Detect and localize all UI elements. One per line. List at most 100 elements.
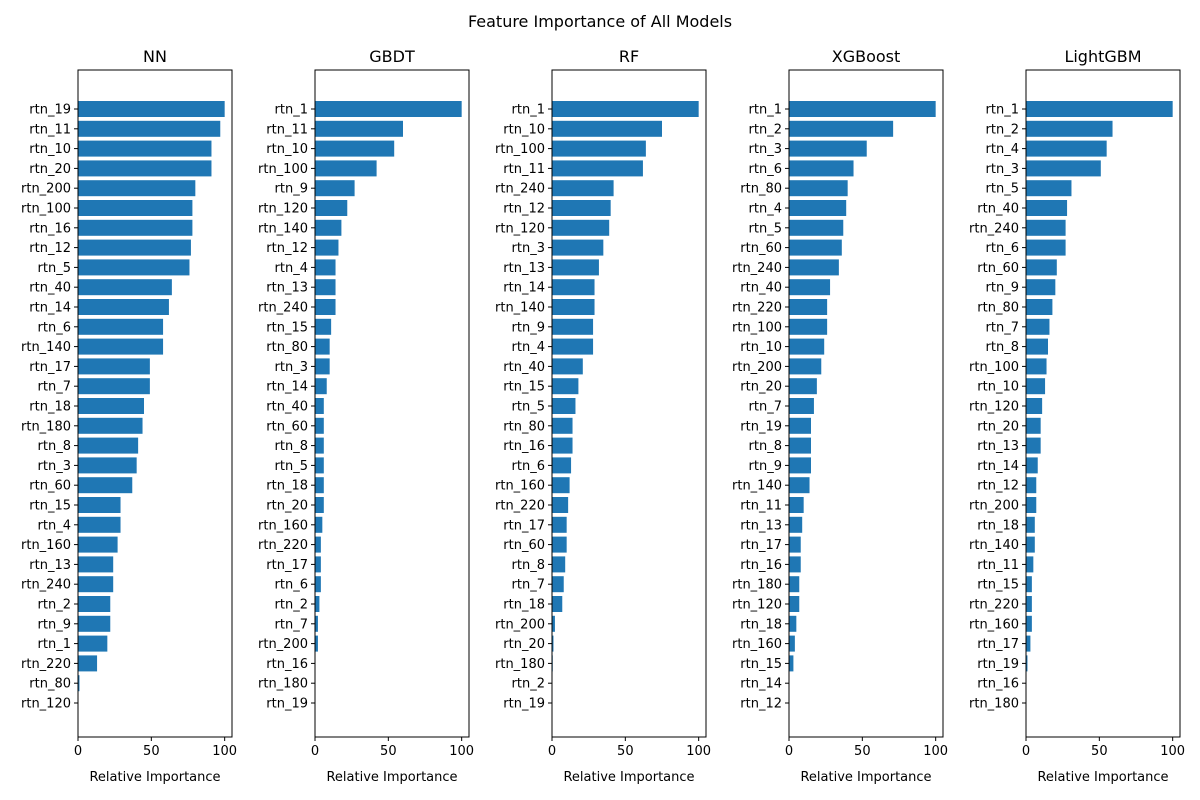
y-tick-label: rtn_19 <box>29 103 71 118</box>
y-tick-label: rtn_10 <box>503 122 545 137</box>
y-tick-label: rtn_13 <box>977 439 1019 454</box>
axes-frame <box>314 69 470 738</box>
y-tick-label: rtn_40 <box>977 202 1019 217</box>
bar <box>1026 635 1031 652</box>
bar <box>789 120 894 137</box>
bar <box>1026 299 1053 315</box>
bar <box>789 516 803 533</box>
bar <box>552 338 594 355</box>
y-tick-label: rtn_13 <box>29 558 71 573</box>
y-tick-label: rtn_10 <box>266 142 308 157</box>
y-tick-label: rtn_180 <box>258 677 308 692</box>
y-tick-label: rtn_4 <box>512 340 545 355</box>
y-tick-label: rtn_18 <box>266 479 308 494</box>
y-tick-label: rtn_7 <box>275 617 308 632</box>
y-tick-label: rtn_4 <box>38 518 71 533</box>
y-tick-label: rtn_80 <box>740 182 782 197</box>
panel-title: NN <box>143 47 167 66</box>
bar <box>789 160 854 177</box>
bar <box>552 378 579 395</box>
bar <box>78 299 169 315</box>
y-tick-label: rtn_8 <box>38 439 71 454</box>
y-tick-label: rtn_17 <box>977 637 1019 652</box>
y-tick-label: rtn_3 <box>986 162 1019 177</box>
bar <box>552 101 699 117</box>
bar <box>315 120 403 137</box>
y-tick-label: rtn_14 <box>29 301 71 316</box>
y-tick-label: rtn_1 <box>38 637 71 652</box>
y-tick-label: rtn_160 <box>258 518 308 533</box>
bar <box>552 259 599 276</box>
y-tick-label: rtn_6 <box>38 320 71 335</box>
y-tick-label: rtn_200 <box>21 182 71 197</box>
bar <box>315 398 324 414</box>
y-tick-label: rtn_60 <box>740 241 782 256</box>
bar <box>78 219 193 236</box>
y-tick-label: rtn_4 <box>986 142 1019 157</box>
bar <box>78 516 121 533</box>
y-tick-label: rtn_15 <box>977 578 1019 593</box>
y-tick-label: rtn_100 <box>732 320 782 335</box>
y-tick-label: rtn_160 <box>732 637 782 652</box>
x-tick-label: 0 <box>311 744 319 759</box>
y-tick-label: rtn_140 <box>969 538 1019 553</box>
y-tick-label: rtn_120 <box>21 697 71 712</box>
y-tick-label: rtn_20 <box>29 162 71 177</box>
bar <box>315 160 377 177</box>
bar <box>315 259 336 276</box>
y-tick-label: rtn_10 <box>977 380 1019 395</box>
bar <box>78 417 143 434</box>
bar <box>78 200 193 216</box>
bar <box>552 200 611 216</box>
bar <box>315 615 318 632</box>
y-tick-label: rtn_140 <box>21 340 71 355</box>
y-tick-label: rtn_120 <box>732 598 782 613</box>
y-tick-label: rtn_11 <box>977 558 1019 573</box>
bar <box>552 536 567 553</box>
y-tick-label: rtn_7 <box>986 320 1019 335</box>
bar <box>552 160 643 177</box>
bar <box>1026 655 1028 672</box>
y-tick-label: rtn_17 <box>503 518 545 533</box>
bar <box>789 497 804 513</box>
bar <box>1026 596 1032 612</box>
bar <box>1026 219 1066 236</box>
bar <box>315 536 321 553</box>
y-tick-label: rtn_140 <box>732 479 782 494</box>
bar <box>78 279 172 296</box>
bar <box>78 457 137 474</box>
y-tick-label: rtn_120 <box>258 202 308 217</box>
y-tick-label: rtn_16 <box>977 677 1019 692</box>
bar <box>315 497 324 513</box>
bar <box>552 219 610 236</box>
y-tick-label: rtn_3 <box>749 142 782 157</box>
bar <box>315 299 336 315</box>
bar <box>789 219 844 236</box>
y-tick-label: rtn_1 <box>749 103 782 118</box>
y-tick-label: rtn_8 <box>986 340 1019 355</box>
bar <box>78 101 225 117</box>
y-tick-label: rtn_4 <box>749 202 782 217</box>
bar <box>1026 516 1035 533</box>
y-tick-label: rtn_5 <box>275 459 308 474</box>
y-tick-label: rtn_220 <box>969 598 1019 613</box>
y-tick-label: rtn_240 <box>21 578 71 593</box>
y-tick-label: rtn_40 <box>503 360 545 375</box>
y-tick-label: rtn_16 <box>740 558 782 573</box>
y-tick-label: rtn_15 <box>266 320 308 335</box>
bar <box>552 635 554 652</box>
bar <box>78 338 164 355</box>
y-tick-label: rtn_6 <box>749 162 782 177</box>
y-tick-label: rtn_11 <box>503 162 545 177</box>
bar <box>789 457 811 474</box>
x-tick-label: 0 <box>74 744 82 759</box>
y-tick-label: rtn_15 <box>29 499 71 514</box>
y-tick-label: rtn_16 <box>266 657 308 672</box>
y-tick-label: rtn_13 <box>740 518 782 533</box>
bar <box>78 655 98 672</box>
bar <box>552 576 564 593</box>
y-tick-label: rtn_220 <box>732 301 782 316</box>
x-tick-label: 0 <box>785 744 793 759</box>
y-tick-label: rtn_220 <box>258 538 308 553</box>
